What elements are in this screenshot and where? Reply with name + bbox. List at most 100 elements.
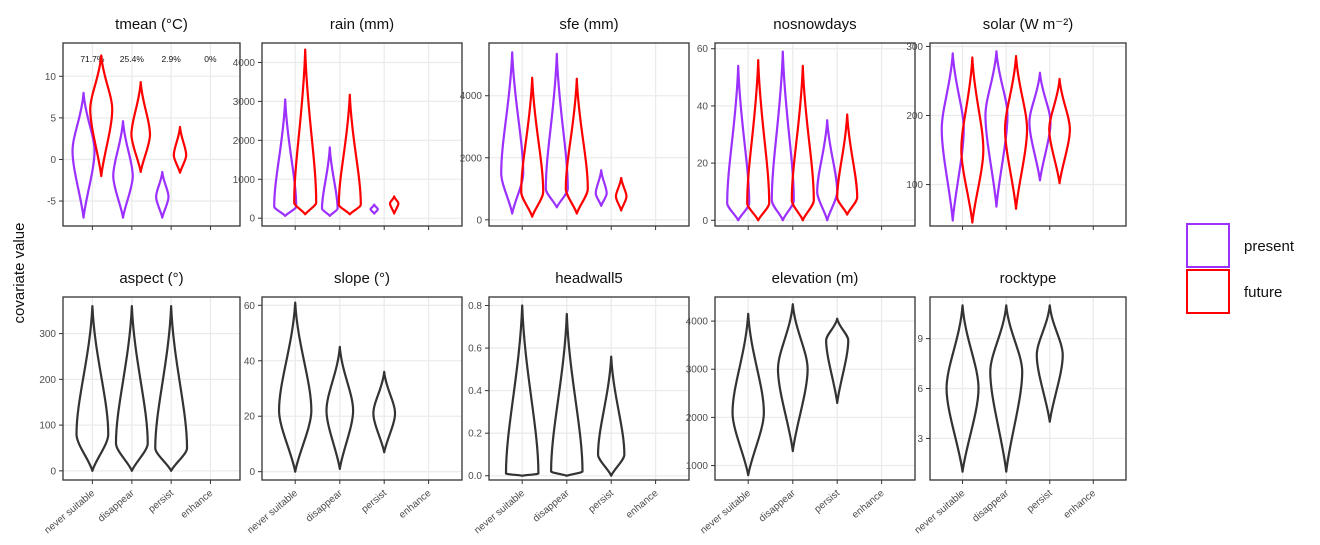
x-tick-label-disappear: disappear xyxy=(531,487,572,524)
violin-all-never-suitable xyxy=(75,305,110,472)
y-tick-label: 100 xyxy=(906,180,923,191)
violin-future-disappear xyxy=(130,80,152,174)
x-tick-label-never-suitable: never suitable xyxy=(698,488,753,537)
x-tick-label-enhance: enhance xyxy=(624,488,661,521)
panel-border xyxy=(488,296,690,481)
violin-present-never-suitable xyxy=(940,52,965,222)
panel-border xyxy=(929,42,1127,227)
violin-all-persist xyxy=(372,370,397,454)
violin-all-disappear xyxy=(325,345,355,471)
y-tick-label: 0.8 xyxy=(468,301,482,312)
panel-title: nosnowdays xyxy=(773,16,856,33)
x-tick-label-enhance: enhance xyxy=(179,488,216,521)
violin-all-disappear xyxy=(989,304,1024,473)
panel-headwall5: headwall5 0.0 0.2 0.4 0.6 0.8 never suitable di… xyxy=(468,270,690,537)
panels: tmean (°C) -5 0 5 10 71.7% 25.4% 2.9% 0% rain (mm… xyxy=(39,16,1127,537)
violin-present-persist xyxy=(594,169,608,207)
y-tick-label: 3000 xyxy=(686,365,709,376)
panel-border xyxy=(261,42,463,227)
x-tick-label-never-suitable: never suitable xyxy=(245,488,300,537)
panel-title: tmean (°C) xyxy=(115,16,188,33)
y-tick-label: 300 xyxy=(906,42,923,53)
panel-border xyxy=(714,296,916,481)
violin-present-persist xyxy=(816,119,839,222)
violin-all-persist xyxy=(154,305,189,472)
x-tick-label-disappear: disappear xyxy=(96,487,137,524)
y-tick-label: 10 xyxy=(45,72,57,83)
x-tick-label-persist: persist xyxy=(812,488,842,516)
violin-present-persist xyxy=(154,170,170,219)
y-tick-label: 1000 xyxy=(686,461,709,472)
y-tick-label: 2000 xyxy=(686,413,709,424)
y-tick-label: 20 xyxy=(697,159,709,170)
panel-rocktype: rocktype 3 6 9 never suitable disappear persis… xyxy=(913,270,1127,537)
y-tick-label: 0.6 xyxy=(468,344,482,355)
y-tick-label: 2000 xyxy=(460,153,483,164)
y-tick-label: 0 xyxy=(702,216,708,227)
panel-sfe-mm: sfe (mm) 0 2000 4000 xyxy=(460,16,690,230)
x-tick-label-disappear: disappear xyxy=(970,487,1011,524)
y-tick-label: 3 xyxy=(917,434,923,445)
y-axis-label: covariate value xyxy=(11,223,28,324)
violin-present-disappear xyxy=(112,120,134,219)
y-tick-label: 9 xyxy=(917,334,923,345)
panel-border xyxy=(62,296,241,481)
violin-all-disappear xyxy=(549,312,584,477)
panel-solar-w-m: solar (W m⁻²) 100 200 300 xyxy=(906,16,1127,230)
panel-rain-mm: rain (mm) 0 1000 2000 3000 4000 xyxy=(233,16,463,230)
violin-future-disappear xyxy=(337,93,362,216)
violin-all-never-suitable xyxy=(731,312,765,477)
violin-present-disappear xyxy=(770,50,795,222)
panel-title: rocktype xyxy=(1000,270,1057,287)
percent-label: 2.9% xyxy=(161,54,181,64)
panel-tmean-c: tmean (°C) -5 0 5 10 71.7% 25.4% 2.9% 0% xyxy=(45,16,241,230)
y-tick-label: 0 xyxy=(50,155,56,166)
y-tick-label: 40 xyxy=(697,101,709,112)
x-tick-label-never-suitable: never suitable xyxy=(913,488,968,537)
y-tick-label: 3000 xyxy=(233,97,256,108)
y-tick-label: 0 xyxy=(249,467,255,478)
y-tick-label: 60 xyxy=(697,44,709,55)
legend: present future xyxy=(1186,223,1295,314)
panel-border xyxy=(488,42,690,227)
violin-future-never-suitable xyxy=(746,59,771,222)
y-tick-label: 1000 xyxy=(233,175,256,186)
percent-label: 25.4% xyxy=(120,54,145,64)
panel-elevation-m: elevation (m) 1000 2000 3000 4000 never suita… xyxy=(686,270,916,537)
legend-label-future: future xyxy=(1244,284,1282,301)
legend-key-present xyxy=(1186,223,1230,268)
x-tick-label-persist: persist xyxy=(1025,488,1055,516)
violin-future-never-suitable xyxy=(520,76,545,218)
y-tick-label: 200 xyxy=(906,111,923,122)
panel-slope: slope (°) 0 20 40 60 never suitable disappear p… xyxy=(244,270,463,537)
violin-future-persist xyxy=(836,113,859,216)
violin-future-disappear xyxy=(1003,55,1029,210)
x-tick-label-never-suitable: never suitable xyxy=(472,488,527,537)
violin-present-persist xyxy=(1028,71,1052,182)
percent-label: 71.7% xyxy=(80,54,105,64)
panel-title: aspect (°) xyxy=(119,270,183,287)
panel-border xyxy=(261,296,463,481)
violin-all-persist xyxy=(1035,304,1064,423)
y-tick-label: 0.4 xyxy=(468,386,482,397)
violin-all-never-suitable xyxy=(504,304,540,477)
violin-all-persist xyxy=(596,355,626,477)
violin-present-never-suitable xyxy=(273,98,298,217)
panel-title: elevation (m) xyxy=(772,270,859,287)
violin-all-disappear xyxy=(114,305,149,472)
legend-label-present: present xyxy=(1244,238,1295,255)
x-tick-label-disappear: disappear xyxy=(304,487,345,524)
violin-future-never-suitable xyxy=(293,48,318,216)
y-tick-label: 300 xyxy=(39,329,56,340)
x-tick-label-persist: persist xyxy=(146,488,176,516)
violin-present-disappear xyxy=(544,52,569,209)
violin-present-never-suitable xyxy=(71,91,96,219)
y-tick-label: 0.0 xyxy=(468,471,482,482)
y-tick-label: 4000 xyxy=(686,317,709,328)
panel-nosnowdays: nosnowdays 0 20 40 60 xyxy=(697,16,916,230)
panel-border xyxy=(929,296,1127,481)
panel-border xyxy=(714,42,916,227)
violin-present-disappear xyxy=(320,146,339,217)
y-tick-label: 2000 xyxy=(233,136,256,147)
